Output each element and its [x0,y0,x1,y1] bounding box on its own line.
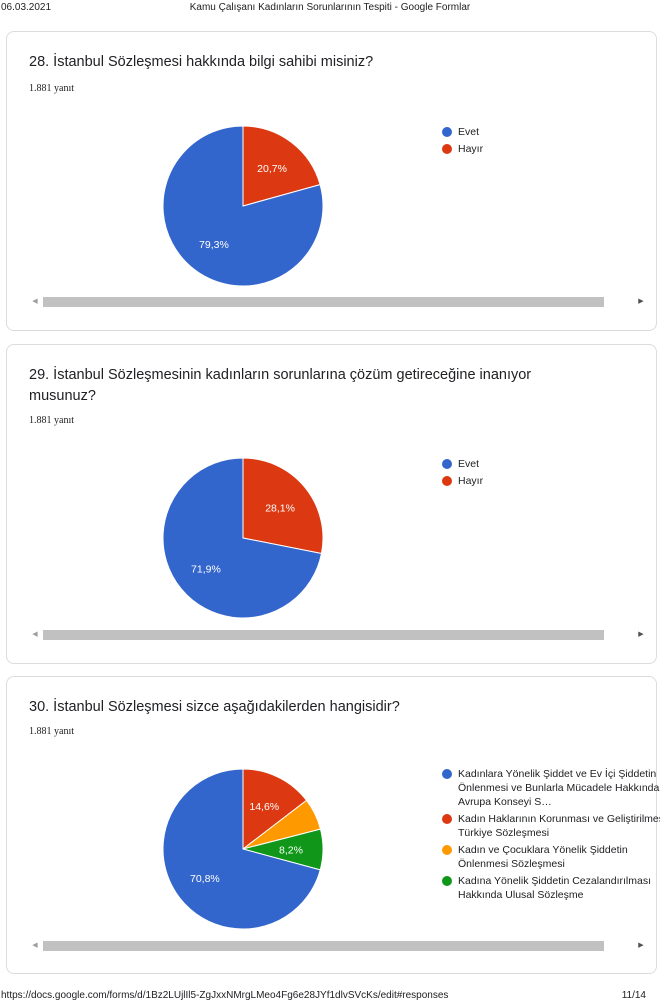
legend-item: Hayır [442,474,660,488]
scroll-right-arrow-icon[interactable]: ▶ [638,631,644,638]
response-count: 1.881 yanıt [29,726,74,737]
chart-legend: Kadınlara Yönelik Şiddet ve Ev İçi Şidde… [442,767,660,905]
horizontal-scrollbar[interactable]: ◀ ▶ [29,940,647,952]
legend-label: Kadın ve Çocuklara Yönelik Şiddetin Önle… [458,844,628,870]
question-card: 28. İstanbul Sözleşmesi hakkında bilgi s… [6,31,657,331]
question-title: 29. İstanbul Sözleşmesinin kadınların so… [29,367,532,404]
legend-swatch-icon [442,459,452,469]
legend-item: Kadın Haklarının Korunması ve Geliştiril… [442,812,660,840]
pie-slice[interactable] [162,768,321,930]
chart-legend: Evet Hayır [442,457,660,491]
pie-slice[interactable] [162,457,323,619]
pie-chart: 28,1% 71,9% [162,457,324,619]
pie-slice[interactable] [162,125,324,287]
legend-label: Evet [458,126,480,138]
legend-swatch-icon [442,814,452,824]
legend-label: Evet [458,458,480,470]
scroll-left-arrow-icon[interactable]: ◀ [32,631,38,638]
horizontal-scrollbar[interactable]: ◀ ▶ [29,296,647,308]
slice-label: 71,9% [191,563,221,575]
slice-label: 20,7% [257,163,287,175]
print-date: 06.03.2021 [1,2,52,13]
print-title: Kamu Çalışanı Kadınların Sorunlarının Te… [189,2,471,13]
legend-item: Kadın ve Çocuklara Yönelik Şiddetin Önle… [442,843,660,871]
response-count: 1.881 yanıt [29,83,74,94]
slice-label: 79,3% [199,239,229,251]
legend-label: Kadına Yönelik Şiddetin Cezalandırılması… [458,875,652,901]
legend-label: Hayır [458,143,484,155]
legend-swatch-icon [442,876,452,886]
pie-slice[interactable] [242,768,308,851]
chart-legend: Evet Hayır [442,125,660,159]
legend-label: Kadın Haklarının Korunması ve Geliştiril… [458,813,660,839]
pie-slice[interactable] [242,457,324,555]
legend-item: Kadınlara Yönelik Şiddet ve Ev İçi Şidde… [442,767,660,809]
scroll-left-arrow-icon[interactable]: ◀ [32,942,38,949]
scroll-thumb[interactable] [43,630,604,640]
question-card: 30. İstanbul Sözleşmesi sizce aşağıdakil… [6,676,660,974]
response-count: 1.881 yanıt [29,415,74,426]
legend-label: Kadınlara Yönelik Şiddet ve Ev İçi Şidde… [458,768,660,808]
scroll-right-arrow-icon[interactable]: ▶ [638,298,644,305]
legend-swatch-icon [442,476,452,486]
question-title: 30. İstanbul Sözleşmesi sizce aşağıdakil… [29,699,400,715]
slice-label: 28,1% [265,503,295,515]
legend-swatch-icon [442,845,452,855]
scroll-thumb[interactable] [43,941,604,951]
print-url: https://docs.google.com/forms/d/1Bz2LUjl… [1,990,449,1001]
legend-swatch-icon [442,769,452,779]
slice-label: 14,6% [249,801,279,813]
legend-swatch-icon [442,144,452,154]
horizontal-scrollbar[interactable]: ◀ ▶ [29,629,647,641]
print-header: 06.03.2021 Kamu Çalışanı Kadınların Soru… [0,2,660,18]
legend-item: Hayır [442,142,660,156]
scroll-right-arrow-icon[interactable]: ▶ [638,942,644,949]
slice-label: 8,2% [279,844,303,856]
legend-item: Evet [442,457,660,471]
scroll-left-arrow-icon[interactable]: ◀ [32,298,38,305]
legend-item: Kadına Yönelik Şiddetin Cezalandırılması… [442,874,660,902]
question-title: 28. İstanbul Sözleşmesi hakkında bilgi s… [29,54,374,70]
page-number: 11/14 [621,990,646,1001]
pie-chart: 20,7% 79,3% [162,125,324,287]
slice-label: 70,8% [190,873,220,885]
pie-chart: 14,6% 8,2% 70,8% [162,768,324,930]
legend-label: Hayır [458,475,484,487]
legend-item: Evet [442,125,660,139]
legend-swatch-icon [442,127,452,137]
question-card: 29. İstanbul Sözleşmesinin kadınların so… [6,344,657,664]
pie-slice[interactable] [242,125,321,207]
scroll-thumb[interactable] [43,297,604,307]
print-footer: https://docs.google.com/forms/d/1Bz2LUjl… [0,990,660,1004]
